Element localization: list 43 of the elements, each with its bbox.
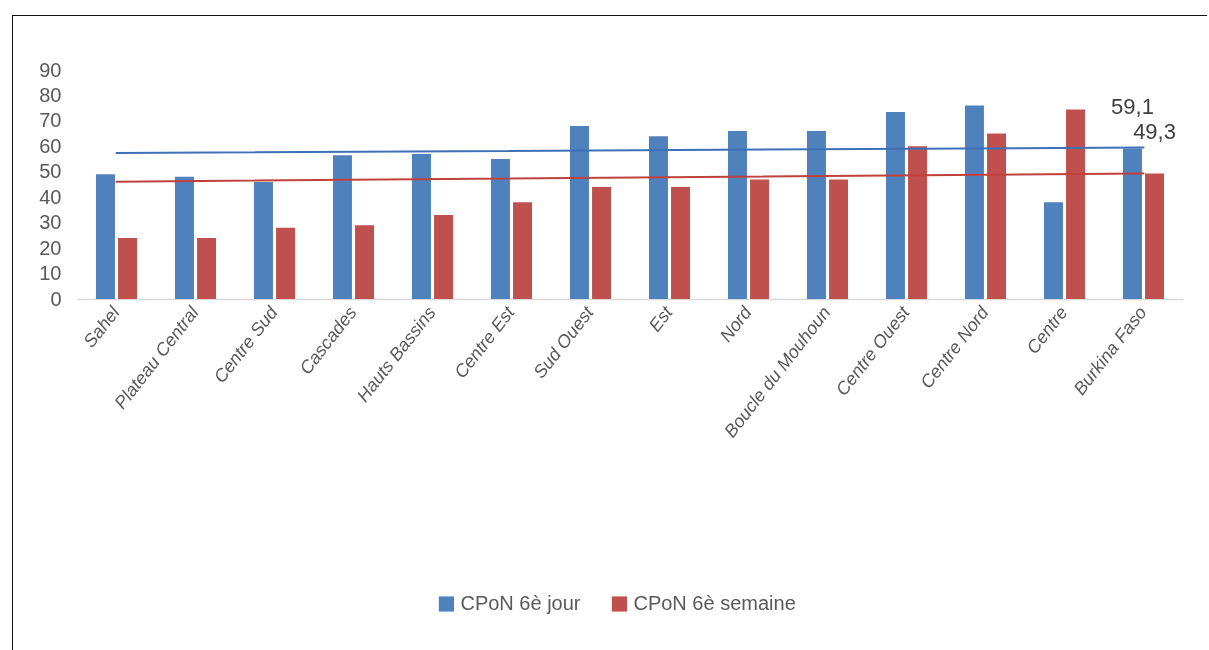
bar [513,202,533,299]
bar [1043,202,1063,299]
bar [964,105,984,299]
bar [197,237,217,299]
y-tick-label: 70 [39,109,62,132]
y-tick-label: 30 [39,211,62,234]
bar [276,227,296,299]
bar [174,176,194,299]
bar [987,133,1007,299]
bar [829,179,849,299]
bar [95,174,115,299]
legend-label: CPoN 6è semaine [633,592,796,614]
y-tick-label: 60 [39,134,62,157]
bar [750,179,770,299]
bar [806,131,826,299]
data-label: 49,3 [1133,118,1176,144]
x-tick-label: Est [644,301,678,336]
bar [411,153,431,299]
y-tick-label: 80 [39,83,62,106]
bar [592,187,612,299]
bar [332,155,352,299]
bar [355,225,375,299]
bar [727,131,747,299]
bar [908,146,928,299]
bar [648,136,668,299]
bar [885,111,905,299]
bar [434,215,454,299]
y-tick-label: 10 [39,262,62,285]
bar [118,237,138,299]
y-tick-label: 40 [39,185,62,208]
bar [671,187,691,299]
bar [1066,109,1086,299]
bar [253,181,273,299]
bar [569,125,589,299]
legend-label: CPoN 6è jour [460,592,581,614]
bar [490,159,510,299]
bar [1145,173,1165,299]
y-tick-label: 20 [39,236,62,259]
y-tick-label: 50 [39,160,62,183]
y-tick-label: 90 [39,58,62,81]
y-tick-label: 0 [50,287,62,310]
bar [1122,148,1142,299]
data-label: 59,1 [1111,93,1154,119]
